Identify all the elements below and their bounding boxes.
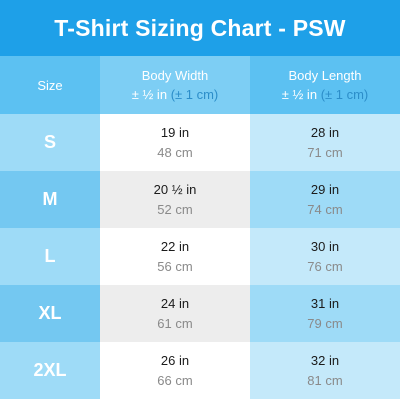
header-body-width: Body Width ± ½ in (± 1 cm) bbox=[100, 56, 250, 114]
size-label: XL bbox=[0, 285, 100, 342]
width-cm: 52 cm bbox=[157, 201, 193, 217]
length-inches: 28 in bbox=[310, 124, 340, 140]
width-inches: 19 in bbox=[160, 124, 190, 140]
body-width-cell: 19 in 48 cm bbox=[100, 114, 250, 171]
table-row: M 20 ½ in 52 cm 29 in 74 cm bbox=[0, 171, 400, 228]
table-row: 2XL 26 in 66 cm 32 in 81 cm bbox=[0, 342, 400, 399]
table-header: Size Body Width ± ½ in (± 1 cm) Body Len… bbox=[0, 56, 400, 114]
width-inches: 24 in bbox=[160, 295, 190, 311]
header-body-length-tolerance: ± ½ in (± 1 cm) bbox=[282, 85, 369, 104]
table-row: S 19 in 48 cm 28 in 71 cm bbox=[0, 114, 400, 171]
table-row: XL 24 in 61 cm 31 in 79 cm bbox=[0, 285, 400, 342]
body-length-cell: 28 in 71 cm bbox=[250, 114, 400, 171]
body-width-cell: 20 ½ in 52 cm bbox=[100, 171, 250, 228]
header-body-width-label: Body Width bbox=[141, 68, 209, 83]
width-cm: 48 cm bbox=[157, 144, 193, 160]
width-inches: 20 ½ in bbox=[153, 181, 197, 197]
chart-title: T-Shirt Sizing Chart - PSW bbox=[54, 14, 346, 41]
title-bar: T-Shirt Sizing Chart - PSW bbox=[0, 0, 400, 56]
body-length-cell: 32 in 81 cm bbox=[250, 342, 400, 399]
tolerance-cm: (± 1 cm) bbox=[320, 87, 369, 102]
length-cm: 71 cm bbox=[307, 144, 343, 160]
width-inches: 22 in bbox=[160, 238, 190, 254]
size-label: S bbox=[0, 114, 100, 171]
tolerance-inches: ± ½ in bbox=[131, 87, 168, 102]
body-width-cell: 24 in 61 cm bbox=[100, 285, 250, 342]
tolerance-cm: (± 1 cm) bbox=[170, 87, 219, 102]
body-length-cell: 30 in 76 cm bbox=[250, 228, 400, 285]
body-width-cell: 26 in 66 cm bbox=[100, 342, 250, 399]
width-cm: 61 cm bbox=[157, 315, 193, 331]
length-cm: 74 cm bbox=[307, 201, 343, 217]
header-size: Size bbox=[37, 77, 63, 93]
length-cm: 79 cm bbox=[307, 315, 343, 331]
width-cm: 56 cm bbox=[157, 258, 193, 274]
width-cm: 66 cm bbox=[157, 372, 193, 388]
body-length-cell: 31 in 79 cm bbox=[250, 285, 400, 342]
length-inches: 31 in bbox=[310, 295, 340, 311]
length-inches: 29 in bbox=[310, 181, 340, 197]
header-body-width-tolerance: ± ½ in (± 1 cm) bbox=[132, 85, 219, 104]
width-inches: 26 in bbox=[160, 352, 190, 368]
table-row: L 22 in 56 cm 30 in 76 cm bbox=[0, 228, 400, 285]
body-length-cell: 29 in 74 cm bbox=[250, 171, 400, 228]
length-inches: 30 in bbox=[310, 238, 340, 254]
size-label: L bbox=[0, 228, 100, 285]
length-inches: 32 in bbox=[310, 352, 340, 368]
size-label: M bbox=[0, 171, 100, 228]
size-label: 2XL bbox=[0, 342, 100, 399]
body-width-cell: 22 in 56 cm bbox=[100, 228, 250, 285]
length-cm: 81 cm bbox=[307, 372, 343, 388]
tolerance-inches: ± ½ in bbox=[281, 87, 318, 102]
length-cm: 76 cm bbox=[307, 258, 343, 274]
header-body-length: Body Length ± ½ in (± 1 cm) bbox=[250, 56, 400, 114]
header-body-length-label: Body Length bbox=[288, 68, 362, 83]
